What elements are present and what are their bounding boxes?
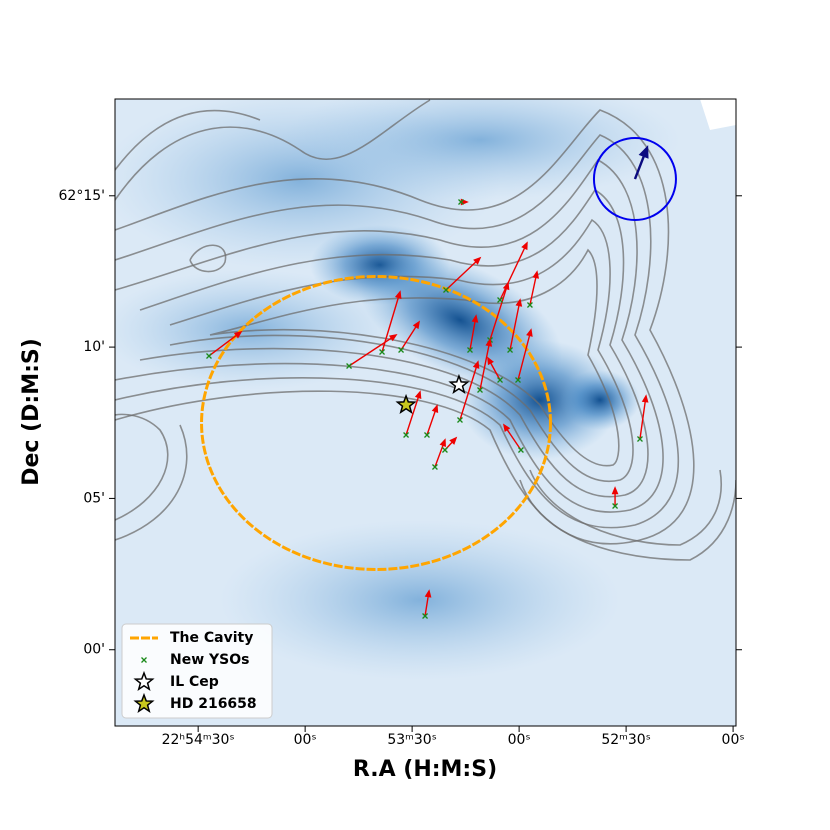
- star-marker: [448, 373, 470, 395]
- proper-motion-arrow: [348, 334, 398, 367]
- x-tick-label: 53ᵐ30ˢ: [387, 732, 437, 748]
- legend-label: The Cavity: [170, 630, 253, 646]
- cavity-ellipse: [200, 274, 552, 571]
- yso-marker: [507, 347, 514, 353]
- proper-motion-arrow: [381, 290, 402, 353]
- proper-motion-arrow: [502, 423, 522, 451]
- proper-motion-arrow: [489, 281, 510, 341]
- yso-marker: [526, 302, 533, 308]
- legend-label: HD 216658: [170, 696, 257, 712]
- yso-marker: [467, 347, 473, 353]
- yso-marker: [612, 503, 619, 509]
- proper-motion-arrow: [611, 486, 619, 506]
- background-image: [115, 99, 736, 726]
- proper-motion-arrow: [509, 298, 523, 351]
- legend-swatch: [133, 692, 155, 714]
- y-tick-label: 10': [83, 339, 105, 355]
- yso-marker: [443, 287, 449, 293]
- legend-label: New YSOs: [170, 652, 249, 668]
- y-axis-label: Dec (D:M:S): [19, 338, 44, 486]
- yso-marker: [422, 613, 429, 619]
- y-tick-label: 00': [83, 642, 105, 658]
- proper-motion-arrow: [479, 338, 493, 391]
- contours: [115, 99, 736, 561]
- yso-marker: [403, 432, 410, 438]
- proper-motion-arrow: [469, 314, 479, 351]
- yso-marker: [431, 464, 438, 470]
- reference-circle: [592, 137, 677, 222]
- proper-motion-arrow: [405, 390, 422, 436]
- y-tick-label: 05': [83, 490, 105, 506]
- proper-motion-arrow: [434, 438, 446, 468]
- proper-motion-arrow: [517, 328, 533, 381]
- proper-motion-arrow: [426, 404, 439, 436]
- star-marker: [395, 393, 417, 414]
- yso-marker: [497, 377, 503, 383]
- proper-motion-arrow: [459, 360, 480, 421]
- plot-area: [200, 137, 677, 619]
- yso-marker: [346, 363, 353, 369]
- legend: The Cavity New YSOs IL Cep HD 216658: [121, 623, 273, 719]
- legend-swatch: [141, 657, 147, 663]
- yso-marker: [637, 436, 643, 442]
- proper-motion-arrow: [424, 589, 432, 617]
- plot-frame: [114, 98, 737, 727]
- proper-motion-arrow: [639, 394, 649, 440]
- x-tick-label: 00ˢ: [294, 732, 317, 748]
- x-tick-label: 22ʰ54ᵐ30ˢ: [162, 732, 235, 748]
- proper-motion-arrow: [499, 241, 528, 301]
- y-tick-label: 62°15': [59, 188, 105, 204]
- proper-motion-arrow: [529, 270, 540, 306]
- yso-marker: [477, 387, 483, 393]
- x-tick-label: 00ˢ: [722, 732, 745, 748]
- proper-motion-arrow: [445, 256, 482, 291]
- proper-motion-arrow: [208, 330, 243, 357]
- yso-marker: [517, 447, 524, 453]
- yso-marker: [441, 447, 448, 453]
- yso-marker: [457, 417, 463, 423]
- yso-marker: [206, 353, 212, 359]
- yso-marker: [458, 199, 464, 205]
- yso-marker: [497, 297, 503, 303]
- legend-box: [121, 623, 273, 719]
- reference-arrow: [633, 145, 649, 180]
- yso-marker: [424, 432, 430, 438]
- proper-motion-arrow: [400, 320, 420, 351]
- legend-label: IL Cep: [170, 674, 219, 690]
- x-tick-label: 00ˢ: [508, 732, 531, 748]
- yso-marker: [398, 347, 405, 353]
- x-tick-label: 52ᵐ30ˢ: [601, 732, 651, 748]
- yso-marker: [515, 377, 521, 383]
- x-axis-label: R.A (H:M:S): [353, 757, 497, 782]
- legend-swatch: [133, 670, 155, 692]
- proper-motion-arrow: [487, 356, 501, 381]
- yso-marker: [379, 349, 386, 355]
